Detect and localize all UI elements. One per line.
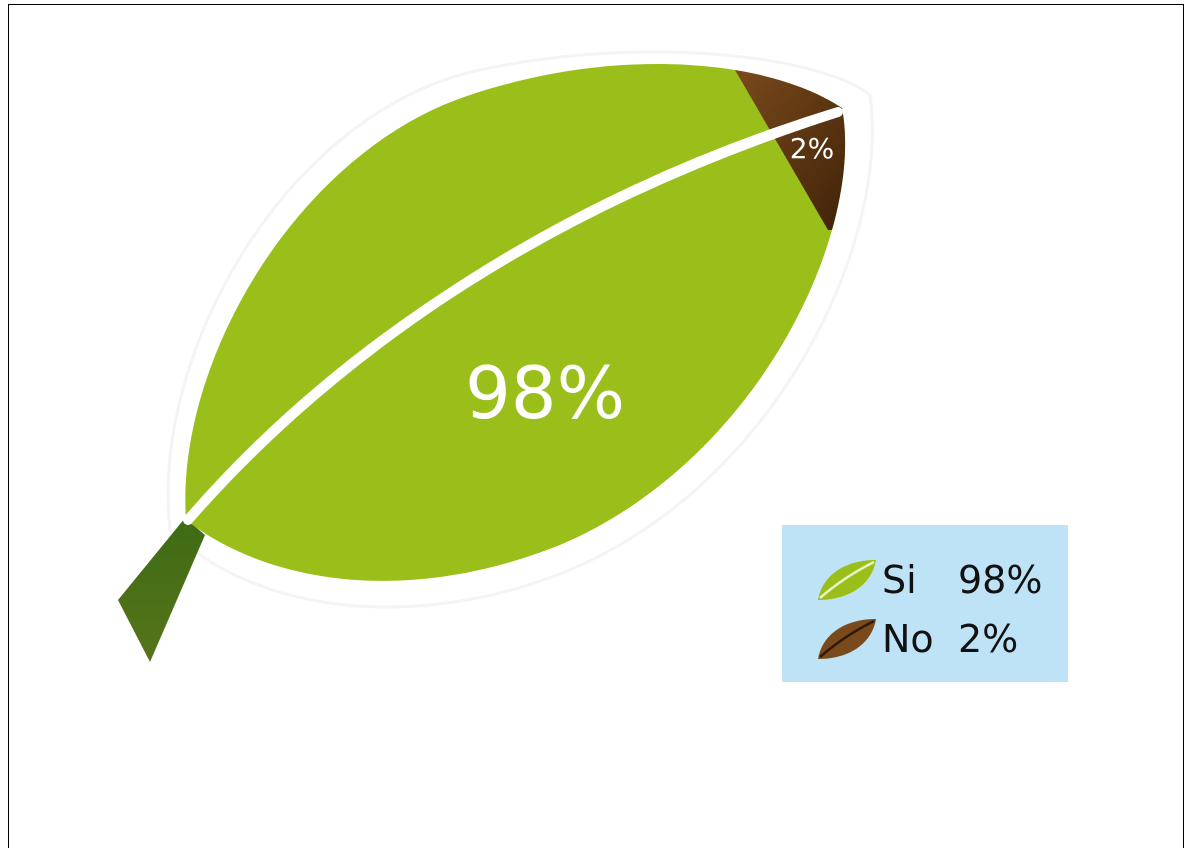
legend-item-no: No 2% (782, 609, 1068, 669)
green-leaf-icon (818, 560, 876, 600)
legend-label-no: No (882, 617, 934, 661)
legend-label-si: Si (882, 558, 917, 602)
leaf-midrib (183, 107, 843, 525)
data-label-no: 2% (790, 132, 834, 165)
brown-leaf-icon (818, 619, 876, 659)
data-label-si: 98% (465, 351, 625, 435)
legend-item-si: Si 98% (782, 550, 1068, 610)
leaf-stem (118, 518, 205, 662)
legend-value-no: 2% (958, 617, 1019, 661)
legend-value-si: 98% (958, 558, 1043, 602)
legend: Si 98% No 2% (782, 525, 1068, 682)
slice-no (735, 70, 846, 230)
